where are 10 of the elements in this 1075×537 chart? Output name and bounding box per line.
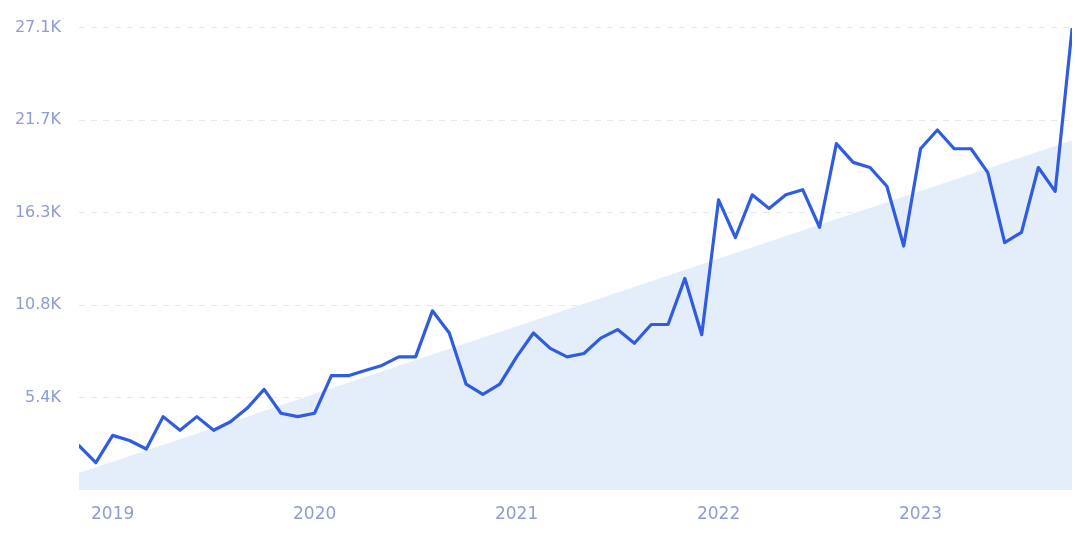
- x-tick-label: 2021: [494, 502, 539, 523]
- y-tick-label: 21.7K: [14, 109, 62, 129]
- x-tick-label: 2020: [292, 502, 337, 523]
- x-tick-label: 2023: [898, 502, 943, 523]
- y-tick-label: 10.8K: [14, 294, 62, 314]
- y-tick-label: 5.4K: [25, 386, 62, 406]
- x-tick-label: 2022: [696, 502, 741, 523]
- x-tick-label: 2019: [91, 502, 135, 523]
- y-tick-label: 27.1K: [14, 16, 62, 36]
- y-tick-label: 16.3K: [14, 201, 62, 221]
